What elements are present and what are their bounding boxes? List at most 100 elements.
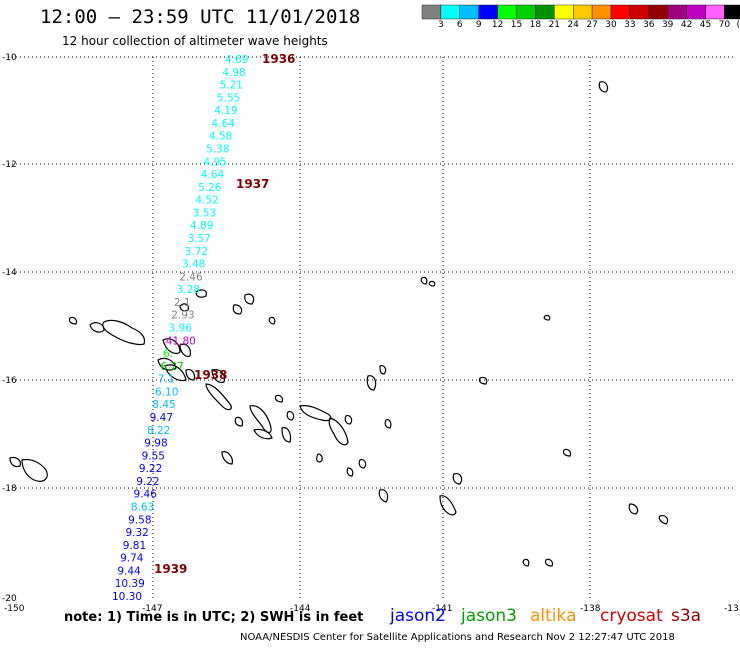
axis-labels: -150 -147 -144 -141 -138 -13 -10 -12 -14 -16 -18 -2…: [2, 53, 739, 614]
island-outline: [522, 558, 530, 567]
island-outline: [221, 451, 233, 465]
island-outline: [346, 467, 354, 477]
scale-swatch: [648, 4, 668, 20]
swh-value: 10.39: [115, 578, 145, 590]
scale-swatch: [554, 4, 574, 20]
island-outline: [249, 405, 272, 434]
island-outline: [244, 293, 255, 305]
island-outline: [102, 319, 146, 346]
mission-cryosat: cryosat: [600, 606, 663, 626]
color-scale-bar: [421, 4, 740, 20]
scale-swatch: [421, 4, 442, 20]
island-outline: [162, 338, 181, 355]
swh-value: 5.38: [206, 144, 229, 156]
scale-tick-label: 70: [718, 20, 731, 30]
swh-value: 10.30: [112, 591, 142, 603]
island-outline: [68, 316, 78, 325]
island-outline: [628, 503, 639, 515]
island-outline: [286, 411, 295, 421]
swh-value: 4.19: [214, 105, 237, 117]
swh-value: 9.74: [120, 553, 144, 565]
scale-swatch: [516, 4, 536, 20]
island-outline: [544, 558, 554, 567]
lon-tick-label: -150: [4, 604, 25, 614]
swh-value: 8.63: [131, 502, 154, 514]
island-outline: [89, 322, 105, 333]
mission-s3a: s3a: [671, 606, 702, 626]
island-outline: [232, 304, 243, 315]
island-outline: [205, 383, 232, 411]
swh-value: 3.57: [187, 233, 210, 245]
swh-value: 3.48: [182, 259, 205, 271]
scale-tick-label: 12: [491, 20, 504, 30]
island-outline: [344, 415, 353, 425]
island-outline: [179, 303, 189, 312]
swh-value: 9.47: [150, 412, 173, 424]
lat-tick-label: -18: [2, 484, 17, 494]
island-outline: [328, 417, 349, 446]
swh-value: 9.46: [134, 489, 158, 501]
island-outline: [598, 81, 609, 93]
scale-swatch: [478, 4, 498, 20]
island-outline: [378, 489, 389, 503]
scale-tick-label: 15: [510, 20, 523, 30]
island-outline: [253, 428, 273, 440]
scale-tick-label: 6: [456, 20, 463, 30]
pass-time-labels: 1936 1937 1938 1939: [154, 52, 295, 576]
swh-value: 9.22: [136, 476, 159, 488]
lat-tick-label: -20: [2, 594, 17, 604]
island-outline: [384, 419, 392, 429]
scale-swatch: [535, 4, 555, 20]
scale-swatch: [573, 4, 593, 20]
scale-swatch: [497, 4, 517, 20]
island-outline: [195, 289, 207, 298]
scale-swatch: [686, 4, 706, 20]
mission-altika: altika: [530, 606, 577, 626]
swh-value: 8.22: [147, 425, 170, 437]
island-outline: [439, 495, 457, 516]
swh-value: 2.46: [179, 271, 203, 283]
island-outline: [452, 473, 463, 485]
scale-tick-label: 27: [586, 20, 598, 30]
island-outline: [157, 357, 177, 371]
swh-value: 4.64: [201, 169, 225, 181]
swh-value: 9.44: [117, 565, 141, 577]
swh-value: 9.22: [139, 463, 162, 475]
scale-tick-label: 3: [438, 20, 444, 30]
swh-value: 9.55: [142, 450, 165, 462]
swh-value: 9.81: [123, 540, 146, 552]
island-outline: [164, 364, 187, 382]
swh-value: 9.98: [144, 438, 167, 450]
scale-tick-label: 33: [624, 20, 636, 30]
swh-value: 41.80: [166, 335, 196, 347]
units-note: note: 1) Time is in UTC; 2) SWH is in fe…: [64, 610, 364, 625]
scale-swatch: [724, 4, 740, 20]
island-outline: [316, 453, 323, 463]
swh-value: 3.96: [169, 323, 193, 335]
lat-tick-label: -14: [2, 268, 17, 278]
swh-value: 4.52: [195, 195, 218, 207]
scale-swatch: [591, 4, 612, 20]
island-outline: [281, 427, 292, 443]
island-outline: [428, 280, 436, 287]
scale-swatch: [629, 4, 650, 20]
pass-time-label: 1936: [262, 52, 295, 66]
island-outline: [268, 316, 276, 325]
scale-tick-label: 24: [567, 20, 579, 30]
pass-time-label: 1939: [154, 562, 187, 576]
swh-value: 9.32: [125, 527, 148, 539]
swh-value: 4.58: [209, 131, 232, 143]
scale-tick-label: 36: [643, 20, 655, 30]
swh-track: 4.694.985.215.554.194.644.585.384.954.64…: [112, 54, 248, 603]
swh-value: 5.26: [198, 182, 222, 194]
scale-tick-label: 18: [529, 20, 542, 30]
lat-tick-label: -12: [2, 160, 17, 170]
pass-time-label: 1938: [194, 368, 227, 382]
swh-value: 4.64: [212, 118, 236, 130]
scale-tick-label: 42: [680, 20, 693, 30]
scale-tick-label: 30: [605, 20, 617, 30]
swh-value: 3.53: [193, 207, 216, 219]
mission-jason2: jason2: [390, 606, 446, 626]
island-outline: [420, 276, 428, 285]
